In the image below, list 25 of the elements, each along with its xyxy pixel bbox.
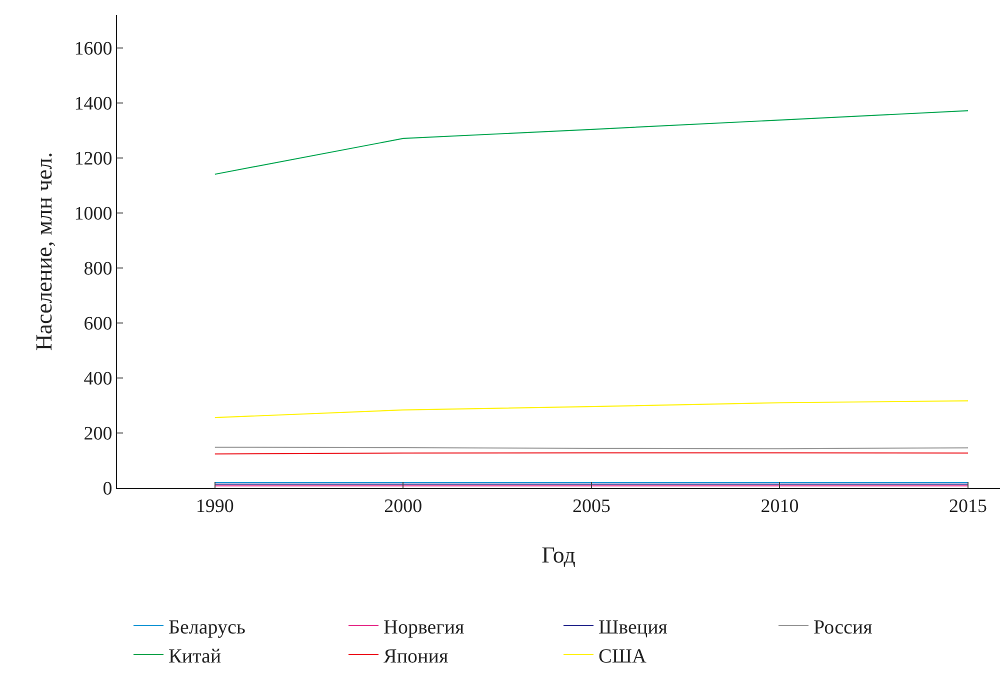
line-series (214, 400, 969, 418)
x-axis-title: Год (542, 542, 576, 568)
y-tick-label: 1000 (74, 204, 112, 225)
y-tick-label: 0 (102, 478, 112, 500)
line-series (214, 110, 969, 175)
y-tick-label: 1400 (74, 94, 112, 115)
legend-label: Швеция (598, 616, 668, 638)
y-tick-label: 400 (84, 368, 112, 390)
y-tick-label: 1600 (74, 38, 112, 60)
x-tick-label: 2010 (760, 496, 799, 517)
y-tick-label: 600 (84, 314, 112, 335)
legend-label: Россия (814, 616, 872, 638)
y-tick-label: 200 (84, 424, 112, 445)
legend-label: Япония (384, 645, 448, 668)
y-axis-title: Население, млн чел. (32, 152, 57, 351)
legend-label: Китай (168, 645, 222, 668)
x-tick-label: 2015 (948, 496, 987, 517)
x-tick-label: 1990 (196, 496, 234, 517)
x-tick-label: 2005 (572, 496, 610, 517)
x-tick-label: 2000 (384, 496, 422, 517)
legend-label: США (598, 645, 648, 668)
y-tick-label: 1200 (74, 148, 112, 170)
y-tick-label: 800 (84, 258, 112, 280)
legend-label: Беларусь (168, 616, 246, 638)
legend-label: Норвегия (384, 616, 464, 638)
